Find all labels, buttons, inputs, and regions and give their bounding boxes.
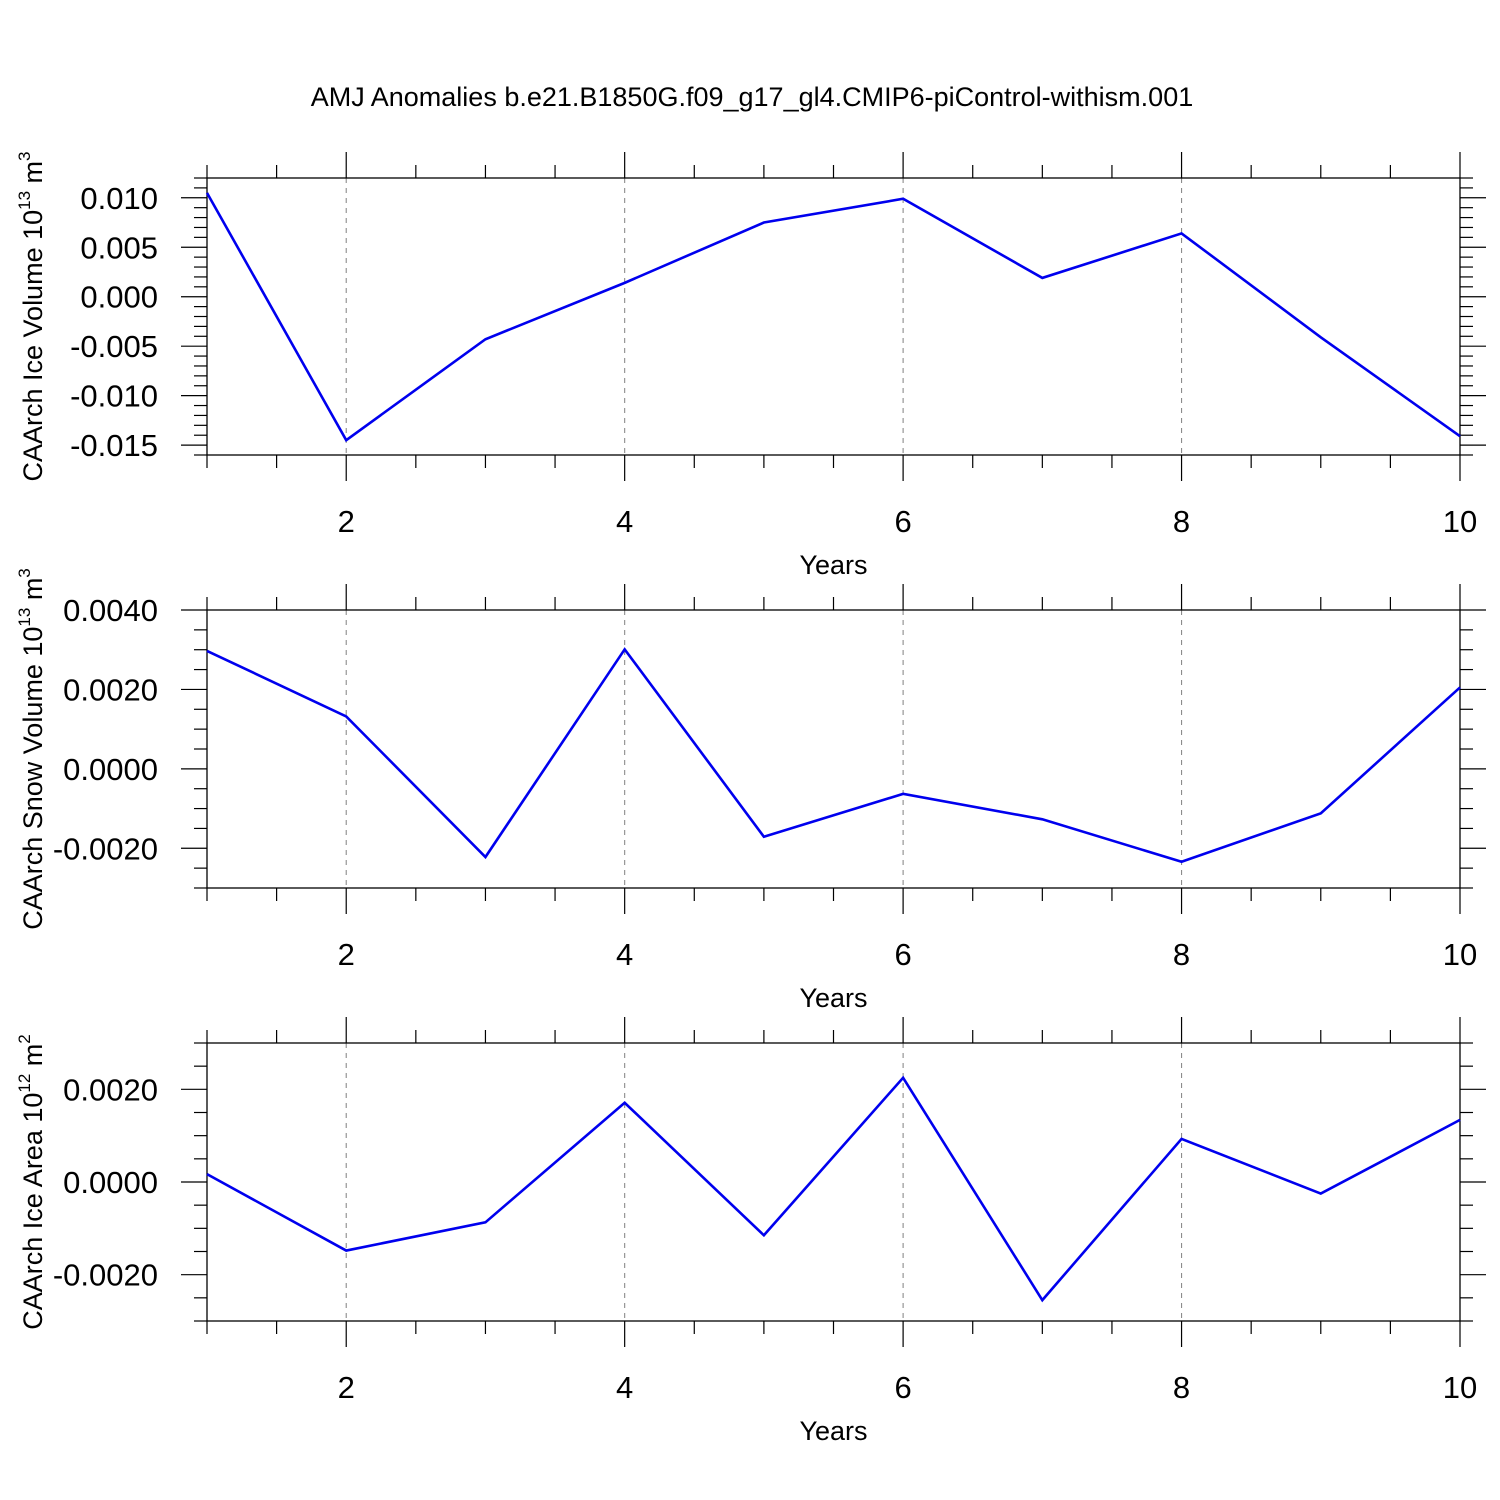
x-tick-label: 8 [1173, 504, 1190, 539]
x-tick-label: 10 [1443, 504, 1477, 539]
x-tick-label: 4 [616, 504, 633, 539]
y-axis-label: CAArch Ice Area 1012 m2 [15, 1034, 48, 1330]
y-tick-label: 0.0020 [63, 672, 158, 707]
plot-frame [206, 609, 1461, 889]
data-point-year-3 [483, 855, 487, 859]
plot-frame [206, 1042, 1461, 1322]
panel-3: -0.0020 0.0000 0.0020 2 4 6 8 10 Years CAArch Ice… [15, 1017, 1486, 1446]
x-tick-label: 6 [894, 504, 911, 539]
plot-frame [206, 177, 1461, 456]
y-axis-label-unit-exponent: 3 [15, 568, 34, 577]
data-point-year-4 [623, 281, 627, 285]
x-tick-label: 6 [894, 937, 911, 972]
data-point-year-1 [205, 191, 209, 195]
y-tick-label: 0.0000 [63, 1165, 158, 1200]
data-point-year-7 [1040, 276, 1044, 280]
y-tick-label: 0.000 [80, 280, 158, 315]
x-tick-label: 10 [1443, 937, 1477, 972]
y-axis-label-unit: m [18, 578, 48, 608]
y-tick-label: 0.010 [80, 181, 158, 216]
data-point-year-7 [1040, 1298, 1044, 1302]
y-axis-label-exponent: 13 [15, 191, 34, 210]
figure-title: AMJ Anomalies b.e21.B1850G.f09_g17_gl4.C… [311, 82, 1193, 112]
x-tick-label: 6 [894, 1370, 911, 1405]
y-axis-label-unit-exponent: 3 [15, 151, 34, 160]
data-point-year-10 [1458, 434, 1462, 438]
data-point-year-6 [901, 1076, 905, 1080]
x-tick-label: 2 [338, 1370, 355, 1405]
y-axis-label-text: CAArch Ice Volume 10 [18, 210, 48, 482]
series-line [205, 192, 1461, 443]
y-axis-label: CAArch Ice Volume 1013 m3 [15, 151, 48, 481]
data-point-year-8 [1180, 860, 1184, 864]
data-point-year-2 [344, 714, 348, 718]
x-axis-label: Years [799, 550, 867, 580]
y-axis-label: CAArch Snow Volume 1013 m3 [15, 568, 48, 930]
x-axis-label: Years [799, 983, 867, 1013]
x-tick-label: 8 [1173, 937, 1190, 972]
data-point-year-4 [623, 647, 627, 651]
data-point-year-5 [762, 221, 766, 225]
data-point-year-10 [1458, 685, 1462, 689]
data-point-year-10 [1458, 1118, 1462, 1122]
data-point-year-1 [205, 649, 209, 653]
panel-2: -0.0020 0.0000 0.0020 0.0040 2 4 6 8 10 Years CAAr… [15, 568, 1486, 1013]
y-axis-label-text: CAArch Ice Area 10 [18, 1093, 48, 1330]
y-axis-label-exponent: 12 [15, 1074, 34, 1093]
data-point-year-5 [762, 1233, 766, 1237]
y-axis-label-text: CAArch Snow Volume 10 [18, 627, 48, 930]
x-tick-label: 2 [338, 937, 355, 972]
data-point-year-4 [623, 1101, 627, 1105]
y-tick-label: 0.0020 [63, 1072, 158, 1107]
data-point-year-1 [205, 1172, 209, 1176]
panel-1: -0.015 -0.010 -0.005 0.000 0.005 0.010 2 4 6 8 10 Y… [15, 151, 1486, 580]
x-tick-label: 4 [616, 1370, 633, 1405]
series-line [206, 1075, 1461, 1303]
x-tick-label: 4 [616, 937, 633, 972]
data-point-year-3 [483, 1220, 487, 1224]
data-point-year-8 [1180, 231, 1184, 235]
data-point-year-9 [1319, 1192, 1323, 1196]
data-point-year-2 [344, 1249, 348, 1253]
y-tick-label: -0.010 [70, 379, 158, 414]
x-axis-label: Years [799, 1416, 867, 1446]
y-tick-label: -0.015 [70, 428, 158, 463]
y-axis-label-unit: m [18, 1044, 48, 1074]
data-point-year-5 [762, 835, 766, 839]
data-point-year-6 [901, 197, 905, 201]
y-axis-label-unit-exponent: 2 [15, 1034, 34, 1043]
y-tick-label: -0.0020 [53, 831, 158, 866]
y-tick-label: -0.0020 [53, 1258, 158, 1293]
y-tick-label: 0.0000 [63, 752, 158, 787]
data-point-year-3 [483, 337, 487, 341]
data-point-year-6 [901, 792, 905, 796]
data-point-year-9 [1319, 335, 1323, 339]
y-axis-label-unit: m [18, 161, 48, 191]
series-line [206, 647, 1461, 864]
data-point-year-7 [1040, 817, 1044, 821]
data-point-year-2 [344, 438, 348, 442]
x-tick-label: 8 [1173, 1370, 1190, 1405]
x-tick-label: 2 [338, 504, 355, 539]
x-tick-label: 10 [1443, 1370, 1477, 1405]
y-tick-label: 0.0040 [63, 593, 158, 628]
y-axis-label-exponent: 13 [15, 608, 34, 627]
y-tick-label: -0.005 [70, 329, 158, 364]
data-point-year-9 [1319, 811, 1323, 815]
y-tick-label: 0.005 [80, 230, 158, 265]
data-point-year-8 [1180, 1137, 1184, 1141]
